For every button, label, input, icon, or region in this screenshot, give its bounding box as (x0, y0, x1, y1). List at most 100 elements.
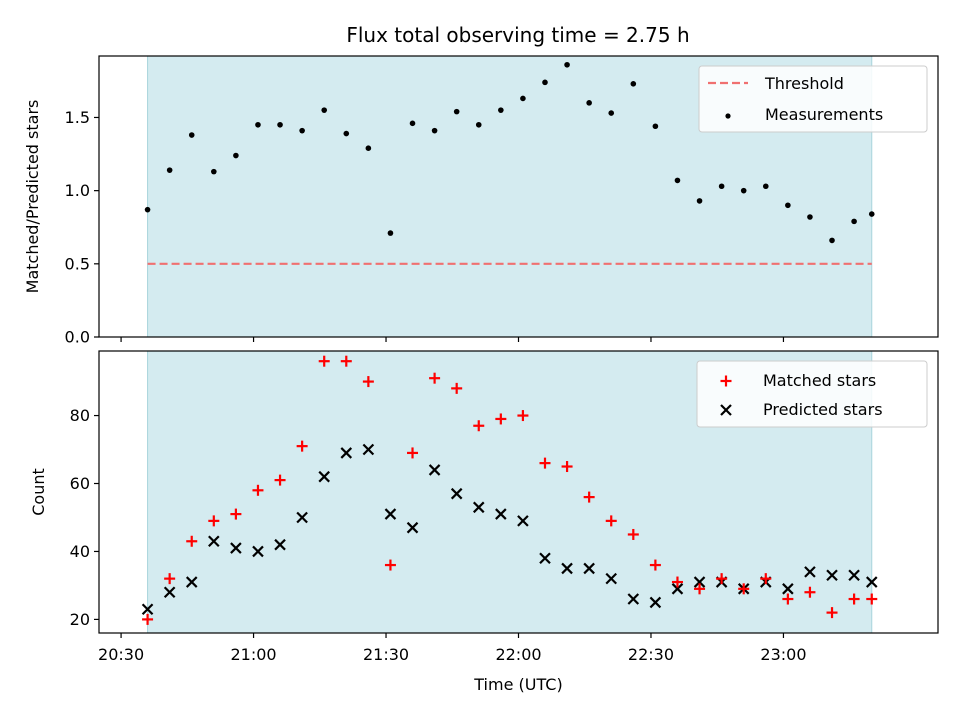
measurement-point (674, 177, 681, 184)
x-tick-label: 22:00 (495, 645, 541, 664)
measurement-point (807, 214, 813, 220)
predicted-point (340, 447, 353, 459)
matched-point (627, 528, 639, 540)
top-y-tick-label: 1.5 (65, 108, 90, 127)
x-axis-label: Time (UTC) (473, 675, 562, 694)
predicted-point (208, 535, 220, 548)
predicted-point (428, 464, 441, 476)
matched-point (495, 413, 507, 425)
bottom-y-axis-label: Count (29, 468, 48, 516)
measurement-point (409, 120, 416, 127)
matched-point (760, 573, 772, 585)
matched-point (429, 372, 441, 384)
measurement-point (188, 132, 195, 138)
matched-point (539, 457, 551, 469)
predicted-point (782, 583, 794, 595)
x-tick-label: 20:30 (98, 645, 144, 664)
measurement-point (868, 211, 875, 217)
matched-point (473, 420, 485, 432)
matched-point (407, 447, 419, 459)
measurement-point (387, 230, 394, 236)
bottom-y-tick-label: 40 (70, 542, 90, 561)
measurement-point (542, 79, 548, 86)
matched-point (605, 515, 617, 527)
top-y-axis-label: Matched/Predicted stars (23, 100, 42, 294)
measurement-point (343, 130, 350, 137)
matched-point (782, 593, 794, 605)
predicted-point (163, 586, 176, 599)
matched-point (340, 355, 352, 367)
measurement-point (431, 127, 438, 134)
matched-point (738, 583, 750, 595)
bottom-legend-box (696, 360, 928, 428)
top-y-tick-label: 0.0 (65, 328, 90, 347)
measurement-point (520, 95, 526, 102)
measurement-point (365, 145, 372, 152)
measurement-point (740, 187, 747, 194)
x-tick-label: 23:00 (760, 645, 806, 664)
measurement-point (564, 61, 570, 68)
predicted-point (649, 596, 662, 609)
measurement-point (144, 206, 151, 213)
measurement-point (630, 81, 637, 87)
measurement-point (696, 198, 703, 204)
matched-point (561, 461, 573, 473)
top-plot-area: 0.0 0.5 1.0 1.5 Matched/Predicted stars Thr… (23, 55, 939, 347)
matched-point (694, 583, 706, 595)
matched-point (826, 607, 838, 619)
bottom-y-tick-label: 80 (70, 406, 90, 425)
measurement-point (211, 168, 217, 175)
measurement-point (475, 121, 482, 128)
matched-point (142, 613, 154, 625)
predicted-point (517, 515, 529, 527)
predicted-point (362, 443, 375, 456)
measurement-point (851, 218, 857, 225)
predicted-point (539, 552, 551, 565)
measurement-point (321, 107, 328, 113)
top-legend-box (698, 65, 928, 133)
matched-point (164, 573, 176, 585)
matched-point (716, 573, 728, 585)
predicted-point (252, 545, 264, 558)
predicted-point (561, 562, 573, 575)
predicted-point (406, 521, 419, 534)
matched-point (384, 559, 396, 571)
bottom-y-tick-label: 60 (70, 474, 90, 493)
predicted-point (185, 576, 198, 588)
legend-predicted-marker (720, 404, 732, 416)
measurement-point (762, 183, 769, 190)
legend-measurements-label: Measurements (765, 105, 883, 124)
matched-point (296, 440, 308, 452)
x-tick-label: 21:00 (230, 645, 276, 664)
predicted-point (804, 566, 816, 578)
predicted-point (318, 470, 330, 483)
matched-point (848, 593, 860, 605)
measurement-point (299, 127, 305, 134)
predicted-point (583, 562, 595, 575)
measurement-point (453, 108, 460, 115)
measurement-point (277, 121, 283, 128)
legend-predicted-swatch (720, 404, 732, 416)
measurement-point (233, 152, 239, 159)
top-y-tick-label: 1.0 (65, 181, 90, 200)
legend-measurements-swatch (725, 113, 731, 119)
predicted-point (296, 511, 308, 524)
measurement-point (166, 167, 173, 173)
legend-matched-label: Matched stars (763, 371, 876, 390)
matched-point (186, 535, 198, 547)
predicted-point (472, 501, 485, 514)
legend-predicted-label: Predicted stars (763, 400, 883, 419)
legend-threshold-label: Threshold (764, 74, 844, 93)
matched-point (583, 491, 595, 503)
measurement-point (652, 123, 659, 130)
measurement-point (718, 183, 725, 190)
bottom-legend: Matched stars Predicted stars (696, 360, 928, 428)
legend-matched-marker (720, 375, 732, 387)
predicted-point (865, 576, 878, 588)
chart-title: Flux total observing time = 2.75 h (346, 23, 689, 47)
x-tick-label: 22:30 (628, 645, 674, 664)
matched-point (866, 593, 878, 605)
measurement-point (785, 202, 791, 209)
measurement-point (255, 121, 261, 128)
measurement-point (498, 107, 504, 113)
